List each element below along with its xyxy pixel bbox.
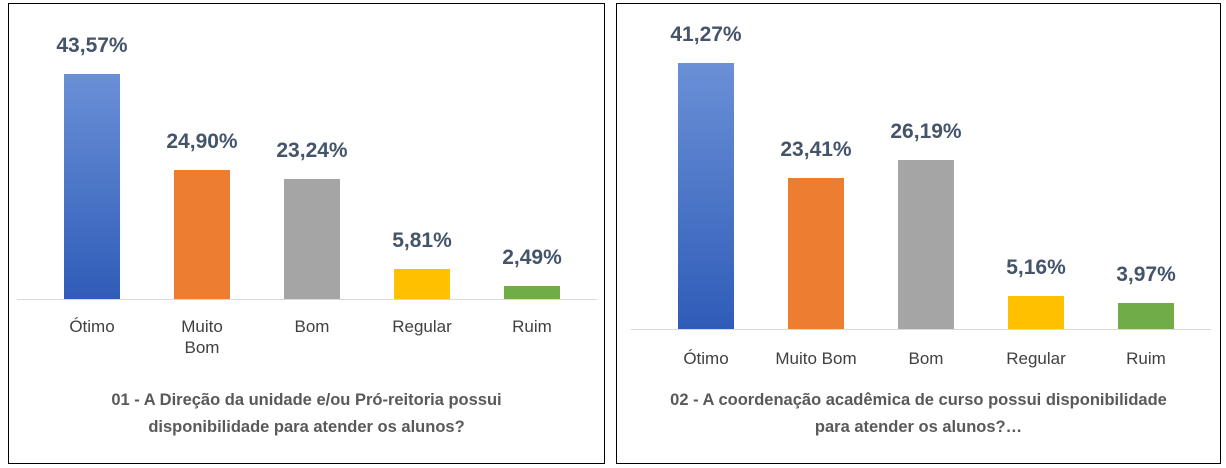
value-label: 23,41% [780,138,852,162]
x-tick-label: Bom [908,349,944,368]
baseline [17,299,597,300]
bar [174,170,230,299]
x-tick-label: Bom [294,317,330,336]
bar [64,74,120,299]
bar [1118,303,1174,329]
value-label: 2,49% [502,246,562,270]
value-label: 23,24% [276,138,348,162]
chart-title: 02 - A coordenação acadêmica de curso po… [670,391,1167,436]
chart-title: 01 - A Direção da unidade e/ou Pró-reito… [111,391,502,436]
bar [1008,295,1064,329]
value-label: 26,19% [890,120,962,144]
x-tick-label: Muito Bom [181,317,223,357]
bar [788,178,844,329]
bar [394,268,450,299]
x-tick-label: Muito Bom [775,349,857,368]
x-tick-label: Ótimo [683,349,729,368]
value-label: 3,97% [1116,263,1176,287]
x-tick-label: Regular [392,317,452,336]
x-tick-label: Ruim [512,317,552,336]
x-tick-label: Regular [1006,349,1066,368]
value-label: 24,90% [166,130,238,154]
bar [898,160,954,329]
bar [678,63,734,329]
value-label: 5,81% [392,228,452,252]
value-label: 5,16% [1006,255,1066,279]
x-tick-label: Ótimo [69,317,115,336]
value-label: 43,57% [56,34,128,57]
chart-panel: 43,57% Ótimo 24,90% Muito Bom 23,24% Bom 5,81%… [8,3,605,464]
value-label: 41,27% [670,23,742,46]
x-tick-label: Ruim [1126,349,1166,368]
bar [504,286,560,299]
baseline [631,329,1211,330]
chart-panel: 41,27% Ótimo 23,41% Muito Bom 26,19% Bom 5,16%… [616,3,1221,464]
bar [284,178,340,299]
